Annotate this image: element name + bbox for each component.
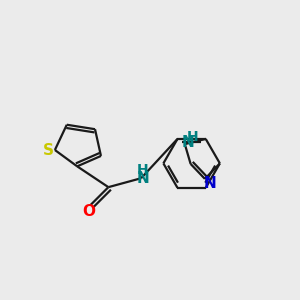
Text: N: N — [136, 171, 149, 186]
Text: N: N — [204, 176, 217, 191]
Text: S: S — [43, 142, 54, 158]
Text: N: N — [182, 135, 195, 150]
Text: H: H — [186, 130, 198, 144]
Text: H: H — [137, 163, 148, 177]
Text: O: O — [82, 204, 96, 219]
